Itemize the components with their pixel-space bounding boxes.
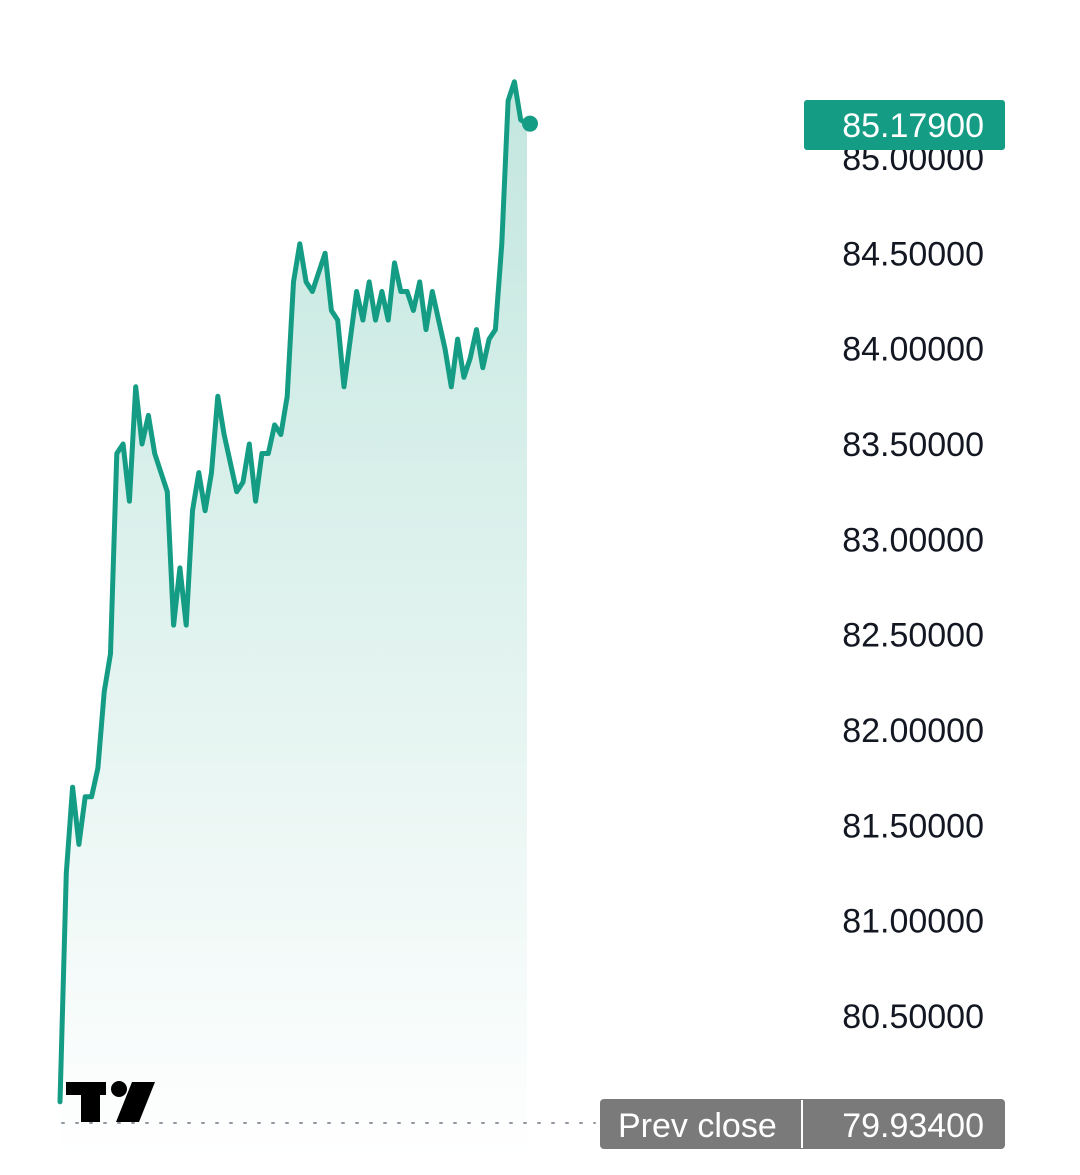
prev-close-badge: Prev close 79.93400 [600,1099,1005,1149]
prev-close-value: 79.93400 [842,1107,984,1145]
prev-close-label: Prev close [618,1107,777,1145]
y-tick-label: 81.00000 [842,903,984,941]
y-tick-label: 82.50000 [842,617,984,655]
last-price-label: 85.17900 [842,107,984,145]
y-tick-label: 80.50000 [842,998,984,1036]
price-series-line [57,79,530,1105]
y-tick-label: 82.00000 [842,712,984,750]
tradingview-logo-icon[interactable] [66,1081,155,1122]
y-tick-label: 84.00000 [842,331,984,369]
y-tick-label: 81.50000 [842,807,984,845]
y-tick-label: 83.50000 [842,426,984,464]
last-price-badge: 85.17900 [804,100,1005,150]
last-price-point [522,115,538,132]
y-tick-label: 83.00000 [842,521,984,559]
price-line [57,79,530,1105]
price-area-fill [60,81,527,1161]
y-tick-label: 84.50000 [842,235,984,273]
y-axis: 85.0000084.5000084.0000083.5000083.00000… [842,140,984,1036]
